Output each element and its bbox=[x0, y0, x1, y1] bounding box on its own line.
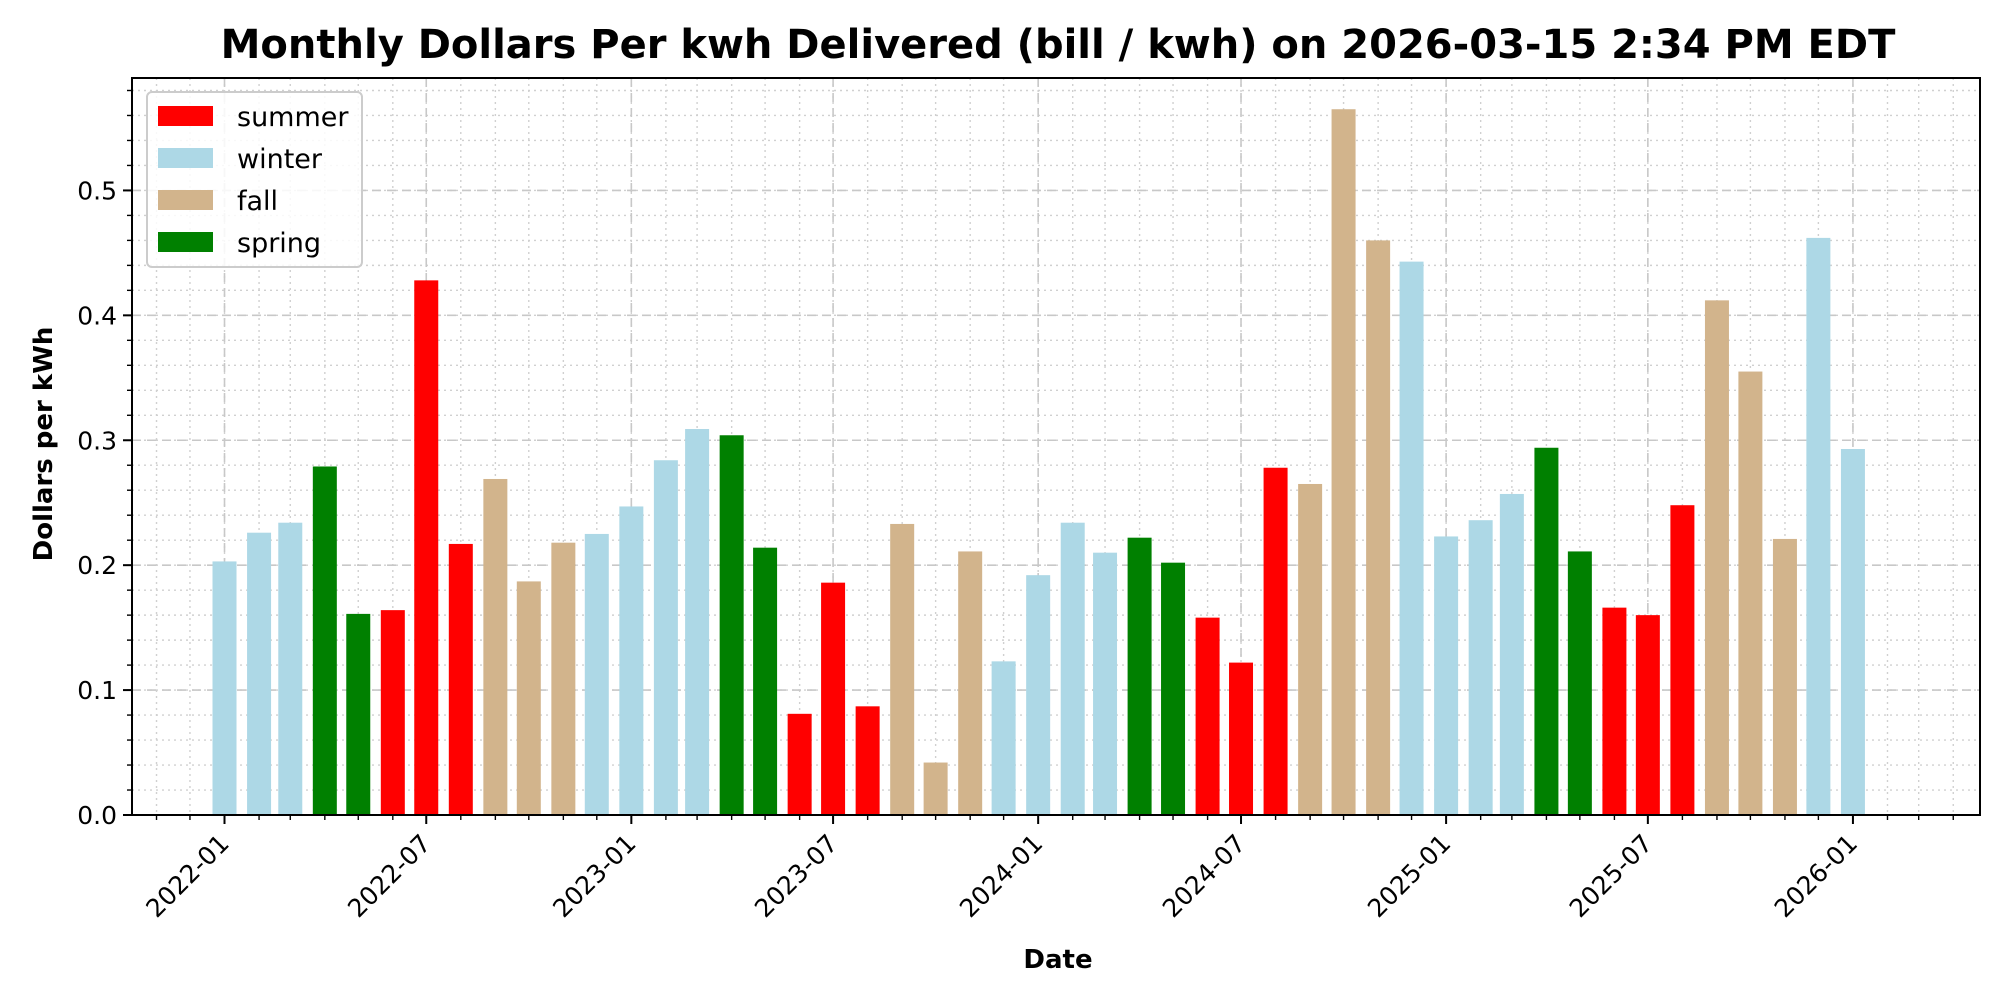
x-tick-label: 2023-01 bbox=[547, 829, 641, 923]
x-tick-label: 2023-07 bbox=[749, 829, 843, 923]
y-tick-label: 0.1 bbox=[77, 676, 117, 705]
bar-2024-06 bbox=[1195, 617, 1220, 815]
x-axis-label: Date bbox=[1023, 945, 1092, 975]
bar-2026-01 bbox=[1840, 448, 1865, 815]
legend: summer winter fall spring bbox=[146, 91, 363, 268]
y-tick-label: 0.5 bbox=[77, 176, 117, 205]
bar-2023-11 bbox=[958, 551, 983, 815]
bar-2022-06 bbox=[380, 610, 405, 815]
bar-2022-12 bbox=[584, 533, 609, 815]
bar-2024-03 bbox=[1093, 552, 1118, 815]
bar-2022-08 bbox=[448, 543, 473, 815]
bar-2025-05 bbox=[1567, 551, 1592, 815]
legend-swatch-winter bbox=[158, 148, 213, 168]
bar-2023-09 bbox=[890, 523, 915, 815]
bar-2023-05 bbox=[753, 547, 778, 815]
x-tick-label: 2022-07 bbox=[342, 829, 436, 923]
bar-2024-10 bbox=[1331, 109, 1356, 815]
bar-2022-03 bbox=[278, 522, 303, 815]
bar-2024-12 bbox=[1399, 261, 1424, 815]
bar-2024-05 bbox=[1161, 562, 1186, 815]
legend-box bbox=[146, 91, 363, 268]
bar-2025-12 bbox=[1806, 237, 1831, 815]
bar-2023-02 bbox=[653, 460, 678, 815]
bar-2024-04 bbox=[1127, 537, 1152, 815]
bar-2022-10 bbox=[516, 581, 541, 815]
bar-2025-08 bbox=[1670, 505, 1695, 815]
bar-2025-11 bbox=[1772, 538, 1797, 815]
bar-2023-10 bbox=[923, 762, 948, 815]
x-tick-label: 2026-01 bbox=[1769, 829, 1863, 923]
bar-2024-01 bbox=[1026, 575, 1051, 815]
x-tick-label: 2025-07 bbox=[1564, 829, 1658, 923]
bar-2023-03 bbox=[685, 429, 710, 815]
bar-2024-08 bbox=[1263, 467, 1288, 815]
legend-label-winter: winter bbox=[237, 144, 323, 175]
bar-2024-11 bbox=[1366, 240, 1391, 815]
bar-2022-07 bbox=[414, 280, 439, 816]
bar-2024-02 bbox=[1060, 522, 1085, 815]
bar-2025-02 bbox=[1468, 520, 1493, 815]
bar-2025-10 bbox=[1738, 371, 1763, 815]
y-axis-label: Dollars per kWh bbox=[29, 327, 59, 562]
bar-2025-09 bbox=[1704, 300, 1729, 816]
x-tick-label: 2025-01 bbox=[1362, 829, 1456, 923]
bar-2024-09 bbox=[1298, 483, 1323, 815]
bar-2025-04 bbox=[1534, 447, 1559, 815]
bar-2023-06 bbox=[787, 713, 812, 815]
bar-2025-01 bbox=[1434, 536, 1459, 815]
legend-swatch-spring bbox=[158, 232, 213, 252]
bar-2022-01 bbox=[212, 561, 237, 815]
legend-label-fall: fall bbox=[237, 186, 278, 217]
bar-2023-12 bbox=[991, 661, 1016, 815]
bar-2024-07 bbox=[1229, 662, 1254, 815]
y-tick-label: 0.0 bbox=[77, 801, 117, 830]
x-tick-label: 2024-07 bbox=[1157, 829, 1251, 923]
bar-2023-07 bbox=[821, 582, 846, 815]
bar-2023-01 bbox=[619, 506, 644, 815]
bar-2025-07 bbox=[1635, 615, 1660, 815]
x-tick-label: 2022-01 bbox=[140, 829, 234, 923]
y-tick-label: 0.2 bbox=[77, 551, 117, 580]
x-tick-label: 2024-01 bbox=[954, 829, 1048, 923]
y-tick-label: 0.4 bbox=[77, 301, 117, 330]
plot-frame bbox=[131, 77, 1981, 816]
bar-2022-11 bbox=[551, 542, 576, 815]
grid bbox=[132, 78, 1980, 816]
legend-swatch-fall bbox=[158, 190, 213, 210]
chart-title: Monthly Dollars Per kwh Delivered (bill … bbox=[221, 22, 1896, 68]
bar-2025-06 bbox=[1602, 607, 1627, 815]
bar-2022-09 bbox=[483, 478, 508, 815]
y-tick-label: 0.3 bbox=[77, 426, 117, 455]
bar-2022-02 bbox=[247, 532, 272, 815]
bars bbox=[212, 109, 1865, 816]
legend-label-summer: summer bbox=[237, 102, 349, 133]
bar-2023-08 bbox=[855, 706, 880, 815]
bar-2023-04 bbox=[719, 435, 744, 815]
bar-2022-05 bbox=[346, 613, 371, 815]
legend-label-spring: spring bbox=[237, 228, 321, 259]
legend-swatch-summer bbox=[158, 106, 213, 126]
bar-2022-04 bbox=[312, 466, 337, 815]
bar-2025-03 bbox=[1499, 493, 1524, 815]
